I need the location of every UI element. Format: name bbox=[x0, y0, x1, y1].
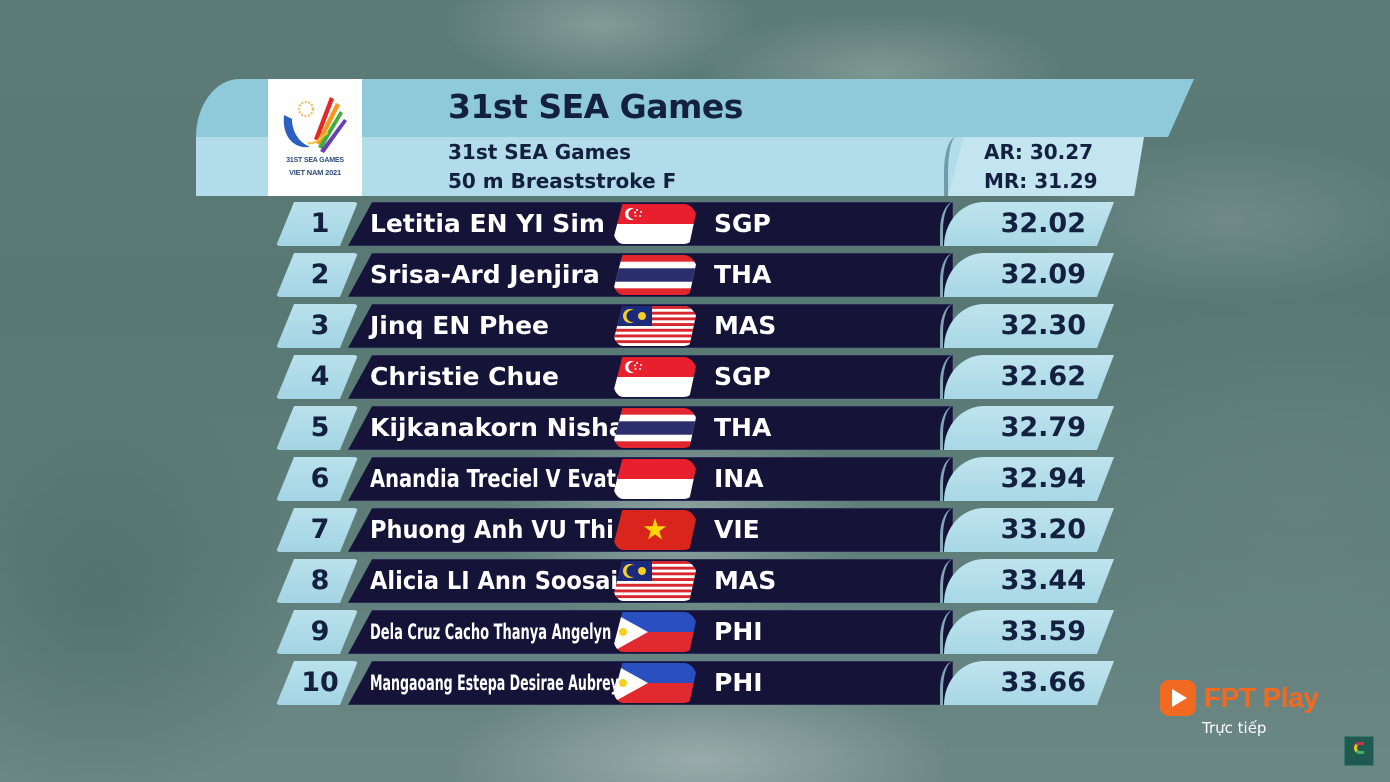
result-row: 4 Christie Chue SGP 32.62 bbox=[276, 355, 1116, 399]
time-divider bbox=[940, 661, 954, 705]
thailand-flag-icon bbox=[612, 255, 698, 295]
race-time: 33.44 bbox=[1000, 565, 1086, 596]
results-header: 31ST SEA GAMES VIET NAM 2021 31st SEA Ga… bbox=[196, 79, 1194, 196]
logo-caption-host: VIET NAM 2021 bbox=[288, 168, 341, 177]
country-code: PHI bbox=[714, 668, 763, 697]
sea-games-logo: 31ST SEA GAMES VIET NAM 2021 bbox=[268, 79, 362, 196]
race-time: 32.09 bbox=[1000, 259, 1086, 290]
athlete-name: Anandia Treciel V Evato bbox=[370, 464, 630, 493]
time-pill bbox=[944, 202, 1114, 246]
rank: 9 bbox=[310, 616, 330, 647]
thailand-flag-icon bbox=[612, 408, 698, 448]
play-icon bbox=[1160, 680, 1196, 716]
result-row: 10 Mangaoang Estepa Desirae Aubrey PHI 3… bbox=[276, 661, 1116, 705]
country-code: VIE bbox=[714, 515, 760, 544]
time-pill bbox=[944, 457, 1114, 501]
header-title-band bbox=[196, 79, 1194, 137]
malaysia-flag-icon bbox=[612, 561, 698, 601]
time-divider bbox=[940, 508, 954, 552]
philippines-flag-icon bbox=[612, 663, 698, 703]
rank: 10 bbox=[301, 667, 339, 698]
country-code: PHI bbox=[714, 617, 763, 646]
race-time: 32.79 bbox=[1000, 412, 1086, 443]
result-row: 5 Kijkanakorn Nisha THA 32.79 bbox=[276, 406, 1116, 450]
country-code: THA bbox=[714, 260, 772, 289]
event-competition: 31st SEA Games bbox=[448, 140, 631, 164]
race-time: 33.66 bbox=[1000, 667, 1086, 698]
race-time: 33.20 bbox=[1000, 514, 1086, 545]
result-row: 3 Jinq EN Phee MAS 32.30 bbox=[276, 304, 1116, 348]
athlete-name: Dela Cruz Cacho Thanya Angelyn bbox=[370, 620, 612, 644]
result-row: 7 Phuong Anh VU Thi VIE 33.20 bbox=[276, 508, 1116, 552]
time-pill bbox=[944, 355, 1114, 399]
asian-record: AR: 30.27 bbox=[984, 140, 1094, 164]
malaysia-flag-icon bbox=[612, 306, 698, 346]
result-row: 6 Anandia Treciel V Evato INA 32.94 bbox=[276, 457, 1116, 501]
rank: 3 bbox=[310, 310, 330, 341]
rank: 8 bbox=[310, 565, 330, 596]
rank: 6 bbox=[310, 463, 330, 494]
rank: 7 bbox=[310, 514, 330, 545]
vietnam-flag-icon bbox=[612, 510, 698, 550]
indonesia-flag-icon bbox=[612, 459, 698, 499]
singapore-flag-icon bbox=[612, 204, 698, 244]
time-pill bbox=[944, 508, 1114, 552]
logo-caption-edition: 31ST SEA GAMES bbox=[286, 157, 344, 164]
channel-badge-icon bbox=[1344, 736, 1374, 766]
page-title: 31st SEA Games bbox=[448, 87, 743, 126]
country-code: THA bbox=[714, 413, 772, 442]
singapore-flag-icon bbox=[612, 357, 698, 397]
rank: 5 bbox=[310, 412, 330, 443]
meet-record: MR: 31.29 bbox=[984, 169, 1098, 193]
time-divider bbox=[940, 406, 954, 450]
race-time: 32.62 bbox=[1000, 361, 1086, 392]
athlete-name: Jinq EN Phee bbox=[370, 311, 550, 340]
race-time: 32.30 bbox=[1000, 310, 1086, 341]
time-divider bbox=[940, 559, 954, 603]
rank: 4 bbox=[310, 361, 330, 392]
rank: 1 bbox=[310, 208, 330, 239]
time-pill bbox=[944, 253, 1114, 297]
athlete-name: Kijkanakorn Nisha bbox=[370, 413, 626, 442]
record-divider bbox=[944, 137, 956, 196]
result-row: 9 Dela Cruz Cacho Thanya Angelyn PHI 33.… bbox=[276, 610, 1116, 654]
country-code: SGP bbox=[714, 362, 771, 391]
result-row: 1 Letitia EN YI Sim SGP 32.02 bbox=[276, 202, 1116, 246]
athlete-name: Mangaoang Estepa Desirae Aubrey bbox=[370, 671, 619, 695]
time-divider bbox=[940, 610, 954, 654]
rank: 2 bbox=[310, 259, 330, 290]
fpt-play-logo: FPT Play bbox=[1160, 680, 1320, 720]
result-row: 2 Srisa-Ard Jenjira THA 32.09 bbox=[276, 253, 1116, 297]
time-pill bbox=[944, 406, 1114, 450]
result-row: 8 Alicia LI Ann Soosai MAS 33.44 bbox=[276, 559, 1116, 603]
athlete-name: Srisa-Ard Jenjira bbox=[370, 260, 600, 289]
records-box bbox=[948, 137, 1144, 196]
athlete-name: Alicia LI Ann Soosai bbox=[370, 566, 619, 595]
time-divider bbox=[940, 355, 954, 399]
race-time: 33.59 bbox=[1000, 616, 1086, 647]
time-divider bbox=[940, 304, 954, 348]
country-code: MAS bbox=[714, 311, 777, 340]
event-name: 50 m Breaststroke F bbox=[448, 169, 677, 193]
time-divider bbox=[940, 457, 954, 501]
fpt-play-brand: FPT Play bbox=[1204, 682, 1319, 713]
time-divider bbox=[940, 202, 954, 246]
time-divider bbox=[940, 253, 954, 297]
athlete-name: Letitia EN YI Sim bbox=[370, 209, 605, 238]
time-pill bbox=[944, 661, 1114, 705]
live-status: Trực tiếp bbox=[1202, 719, 1267, 737]
country-code: MAS bbox=[714, 566, 777, 595]
time-pill bbox=[944, 559, 1114, 603]
philippines-flag-icon bbox=[612, 612, 698, 652]
race-time: 32.02 bbox=[1000, 208, 1086, 239]
sea-games-emblem-icon bbox=[283, 97, 347, 153]
athlete-name: Christie Chue bbox=[370, 362, 560, 391]
athlete-name: Phuong Anh VU Thi bbox=[370, 515, 614, 544]
country-code: INA bbox=[714, 464, 764, 493]
time-pill bbox=[944, 304, 1114, 348]
race-time: 32.94 bbox=[1000, 463, 1086, 494]
country-code: SGP bbox=[714, 209, 771, 238]
time-pill bbox=[944, 610, 1114, 654]
